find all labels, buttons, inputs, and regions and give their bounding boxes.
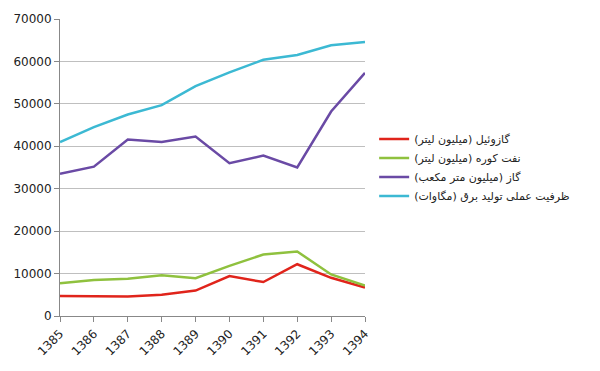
svg-text:1386: 1386: [69, 327, 100, 358]
svg-text:60000: 60000: [13, 55, 51, 69]
svg-text:1392: 1392: [272, 327, 303, 358]
svg-text:70000: 70000: [13, 12, 51, 26]
svg-text:گازوئیل (میلیون لیتر): گازوئیل (میلیون لیتر): [414, 133, 510, 146]
svg-text:گاز (میلیون متر مکعب): گاز (میلیون متر مکعب): [414, 171, 521, 184]
svg-text:1388: 1388: [137, 327, 168, 358]
svg-text:10000: 10000: [13, 267, 51, 281]
svg-text:30000: 30000: [13, 182, 51, 196]
svg-text:1394: 1394: [340, 327, 371, 358]
svg-text:1390: 1390: [204, 327, 235, 358]
svg-text:ظرفیت عملی تولید برق (مگاوات): ظرفیت عملی تولید برق (مگاوات): [414, 190, 570, 203]
svg-text:1391: 1391: [238, 327, 269, 358]
svg-text:نفت کوره (میلیون لیتر): نفت کوره (میلیون لیتر): [414, 152, 521, 165]
svg-text:1387: 1387: [103, 327, 134, 358]
svg-text:1393: 1393: [306, 327, 337, 358]
svg-text:20000: 20000: [13, 224, 51, 238]
svg-text:40000: 40000: [13, 139, 51, 153]
svg-text:1389: 1389: [170, 327, 201, 358]
svg-text:1385: 1385: [35, 327, 66, 358]
svg-text:0: 0: [44, 309, 52, 323]
svg-text:50000: 50000: [13, 97, 51, 111]
